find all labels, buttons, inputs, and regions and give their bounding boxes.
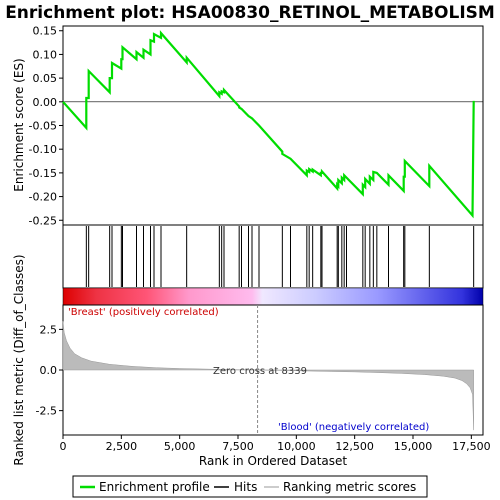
metric-y-tick-label: 0.0 — [40, 364, 58, 377]
es-y-tick-label: -0.15 — [29, 167, 57, 180]
metric-y-axis-label: Ranked list metric (Diff_of_Classes) — [12, 254, 26, 465]
chart-title: Enrichment plot: HSA00830_RETINOL_METABO… — [5, 3, 495, 23]
es-y-axis-label: Enrichment score (ES) — [12, 58, 26, 191]
es-y-tick-label: -0.05 — [29, 120, 57, 133]
x-tick-label: 2,500 — [106, 440, 138, 453]
es-y-tick-label: -0.25 — [29, 214, 57, 227]
es-y-tick-label: 0.10 — [33, 48, 58, 61]
zero-cross-label: Zero cross at 8339 — [213, 366, 307, 377]
es-y-tick-label: 0.15 — [33, 25, 58, 38]
x-tick-label: 15,000 — [394, 440, 433, 453]
legend-enrichment-label: Enrichment profile — [99, 480, 210, 494]
es-y-tick-label: 0.00 — [33, 96, 58, 109]
es-panel: 0.15 0.10 0.05 0.00 -0.05 -0.10 -0.15 -0.20 -0.2… — [12, 25, 484, 227]
x-tick-label: 12,500 — [335, 440, 374, 453]
metric-y-ticks: 2.5 0.0 -2.5 — [36, 323, 63, 418]
legend: Enrichment profile Hits Ranking metric s… — [72, 475, 428, 498]
metric-y-tick-label: 2.5 — [40, 323, 58, 336]
legend-hits-label: Hits — [234, 480, 257, 494]
x-tick-label: 5,000 — [164, 440, 196, 453]
es-y-ticks: 0.15 0.10 0.05 0.00 -0.05 -0.10 -0.15 -0.20 -0.2… — [29, 25, 63, 227]
legend-frame — [72, 475, 428, 498]
hits-panel-frame — [62, 224, 484, 289]
hit-marks — [85, 226, 475, 287]
ranked-metric-panel: 2.5 0.0 -2.5 'Breast' (positively correlat… — [12, 254, 484, 466]
metric-y-tick-label: -2.5 — [36, 405, 57, 418]
x-axis-label: Rank in Ordered Dataset — [199, 454, 347, 468]
es-y-tick-label: 0.05 — [33, 72, 58, 85]
x-tick-label: 17,500 — [452, 440, 491, 453]
x-axis: 0 2,500 5,000 7,500 10,000 12,500 15,000 17,500 — [60, 435, 491, 453]
x-tick-label: 10,000 — [277, 440, 316, 453]
negative-correlation-label: 'Blood' (negatively correlated) — [278, 422, 429, 433]
hits-panel — [62, 224, 484, 289]
legend-metric-label: Ranking metric scores — [283, 480, 416, 494]
rank-color-gradient — [62, 287, 484, 306]
ranking-metric-scores-area — [62, 321, 474, 431]
es-y-tick-label: -0.10 — [29, 143, 57, 156]
x-tick-label: 0 — [60, 440, 67, 453]
rank-color-bar — [62, 287, 484, 306]
es-y-tick-label: -0.20 — [29, 191, 57, 204]
positive-correlation-label: 'Breast' (positively correlated) — [68, 307, 219, 318]
x-tick-label: 7,500 — [222, 440, 254, 453]
enrichment-profile-line — [62, 30, 475, 219]
es-panel-frame — [62, 25, 484, 226]
